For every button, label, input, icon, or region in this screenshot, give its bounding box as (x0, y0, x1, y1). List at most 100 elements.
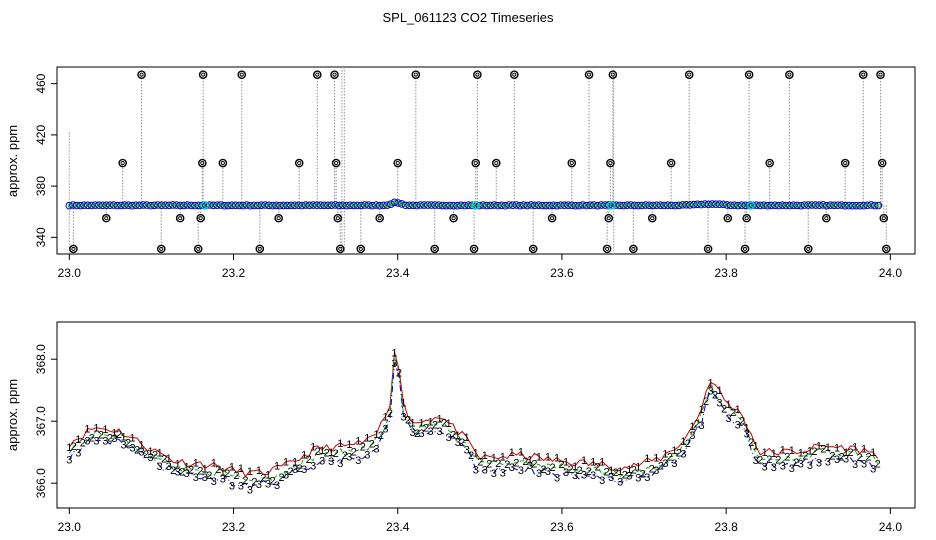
baseline-point (641, 201, 650, 209)
baseline-point (852, 201, 861, 210)
baseline-point (678, 201, 687, 209)
cyan-point (606, 201, 616, 210)
baseline-point (364, 201, 373, 209)
baseline-point (811, 201, 820, 209)
baseline-point (124, 201, 133, 209)
series-1-label: 1 (175, 458, 181, 470)
series-1-label: 1 (707, 377, 713, 389)
baseline-point (76, 201, 85, 210)
baseline-point (785, 201, 794, 210)
series-2-label: 2 (558, 459, 564, 471)
outlier-point-inner (139, 72, 144, 77)
baseline-point (737, 201, 746, 209)
series-3-label: 3 (599, 475, 605, 487)
baseline-point (65, 201, 74, 210)
baseline-point (505, 201, 513, 209)
series-3-label: 3 (527, 460, 533, 472)
series-2-label: 2 (857, 452, 863, 464)
baseline-point (287, 201, 295, 210)
series-2-label: 2 (197, 465, 203, 477)
baseline-point (616, 201, 624, 210)
series-2-label: 2 (595, 462, 601, 474)
baseline-point (501, 201, 510, 210)
baseline-point (143, 201, 151, 209)
series-2-label: 2 (586, 466, 592, 478)
baseline-point (187, 201, 196, 210)
baseline-point (719, 200, 728, 209)
series-2-label: 2 (432, 420, 438, 432)
series-1-label: 1 (753, 441, 759, 453)
series-1-label: 1 (373, 429, 379, 441)
outlier-point-inner (451, 216, 456, 221)
outlier-point-inner (606, 216, 611, 221)
baseline-point (320, 201, 329, 210)
series-3-label: 3 (518, 465, 524, 477)
series-2-label: 2 (712, 389, 718, 401)
series-2-label: 2 (315, 446, 321, 458)
series-3-label: 3 (635, 472, 641, 484)
series-1-label: 1 (319, 445, 325, 457)
outlier-point (803, 244, 813, 254)
series-3-label: 3 (382, 424, 388, 436)
baseline-point (453, 201, 462, 210)
baseline-point (172, 201, 181, 209)
series-3-label: 3 (771, 462, 777, 474)
series-3-label: 3 (536, 468, 542, 480)
series-3-label: 3 (825, 457, 831, 469)
baseline-point (593, 201, 602, 210)
series-2-label: 2 (215, 464, 221, 476)
outlier-point-inner (744, 216, 749, 221)
series-3-label: 3 (870, 463, 876, 475)
series-2-label: 2 (495, 458, 501, 470)
series-1-label: 1 (789, 445, 795, 457)
baseline-point (250, 201, 258, 210)
baseline-point (257, 201, 266, 210)
y-tick-label: 366.0 (34, 468, 48, 498)
series-1-label: 1 (680, 436, 686, 448)
outlier-point (881, 244, 891, 254)
baseline-point (83, 201, 92, 210)
baseline-point (856, 201, 864, 210)
baseline-point (682, 200, 691, 209)
baseline-point (342, 201, 351, 210)
series-2-label: 2 (486, 458, 492, 470)
baseline-point (390, 198, 399, 207)
series-3-label: 3 (798, 459, 804, 471)
baseline-point (874, 201, 883, 210)
series-3-label: 3 (545, 466, 551, 478)
baseline-point (294, 201, 303, 210)
series-3-label: 3 (843, 453, 849, 465)
series-1-label: 1 (238, 463, 244, 475)
series-1-label: 1 (229, 461, 235, 473)
series-1-label: 1 (780, 444, 786, 456)
series-2-label: 2 (676, 448, 682, 460)
outlier-point (294, 158, 304, 168)
series-2-label: 2 (838, 451, 844, 463)
baseline-point (519, 201, 528, 209)
series-3-label: 3 (229, 481, 235, 493)
outlier-point-inner (475, 72, 480, 77)
baseline-point (298, 201, 306, 210)
series-3-label: 3 (473, 465, 479, 477)
series-3-label: 3 (762, 461, 768, 473)
series-1-label: 1 (247, 466, 253, 478)
x-tick-label: 23.8 (714, 266, 738, 280)
baseline-point (800, 201, 809, 209)
series-1-label: 1 (355, 435, 361, 447)
series-2-label: 2 (513, 457, 519, 469)
baseline-point (545, 201, 554, 210)
x-tick-label: 23.6 (550, 520, 574, 534)
outlier-point (331, 158, 341, 168)
baseline-point (512, 201, 521, 209)
x-tick-label: 23.8 (714, 520, 738, 534)
series-3-label: 3 (139, 447, 145, 459)
series-1-label: 1 (626, 464, 632, 476)
baseline-point (379, 201, 388, 210)
baseline-point (69, 201, 77, 209)
series-1-label: 1 (310, 442, 316, 454)
series-2-label: 2 (667, 451, 673, 463)
series-1-label: 1 (852, 441, 858, 453)
baseline-point (763, 201, 772, 210)
series-3-label: 3 (211, 476, 217, 488)
series-1-label: 1 (843, 447, 849, 459)
